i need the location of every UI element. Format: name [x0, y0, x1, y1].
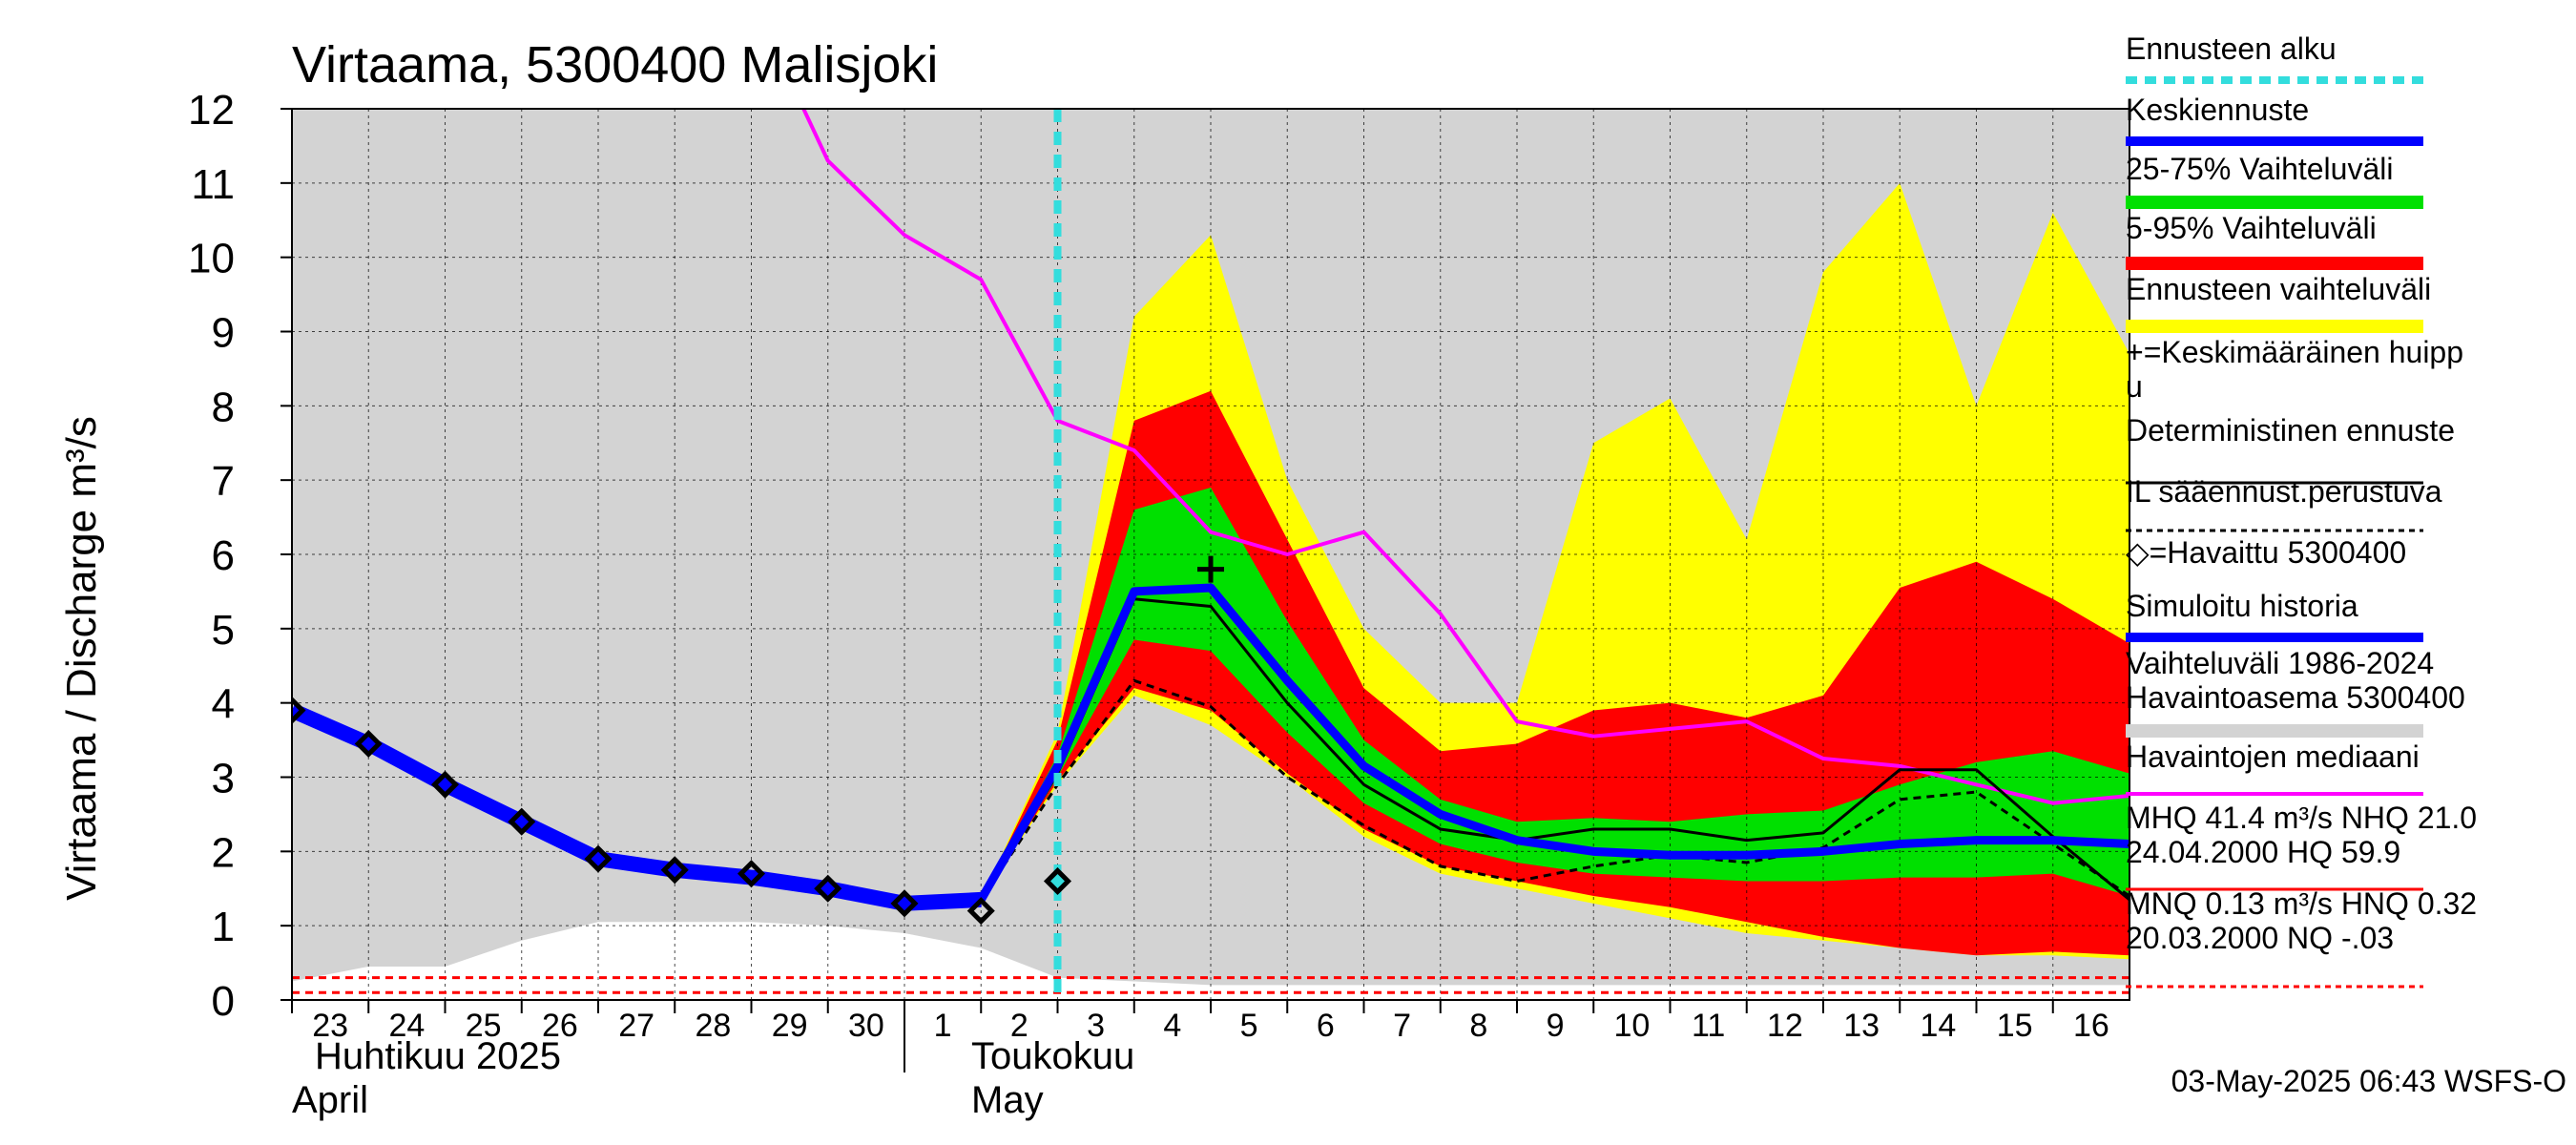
x-tick-label: 8	[1469, 1008, 1487, 1044]
x-tick-label: 29	[772, 1008, 808, 1044]
legend-entry-label: IL sääennust.perustuva	[2126, 474, 2442, 509]
legend-entry-label: MNQ 0.13 m³/s HNQ 0.32	[2126, 886, 2477, 921]
y-tick-label: 10	[188, 236, 235, 282]
y-tick-label: 8	[212, 384, 235, 430]
plot-area	[292, 109, 2129, 1000]
legend-swatch	[2126, 196, 2423, 209]
legend-swatch	[2126, 320, 2423, 333]
y-tick-label: 6	[212, 532, 235, 579]
month-label-april-en: April	[292, 1079, 368, 1121]
legend-entry-label: 25-75% Vaihteluväli	[2126, 152, 2393, 186]
p25-75-band	[981, 487, 2129, 900]
observed-point	[508, 807, 536, 836]
x-tick-label: 16	[2073, 1008, 2109, 1044]
legend-entry-label: MHQ 41.4 m³/s NHQ 21.0	[2126, 801, 2477, 835]
x-tick-label: 24	[388, 1008, 425, 1044]
legend-entry-label: 5-95% Vaihteluväli	[2126, 211, 2377, 245]
legend-entry-label-line2: u	[2126, 369, 2143, 404]
y-tick-label: 0	[212, 978, 235, 1025]
mean-forecast-line	[977, 583, 2129, 903]
observed-point	[1043, 866, 1072, 896]
x-tick-label: 6	[1317, 1008, 1335, 1044]
legend-entry-label-line2: 24.04.2000 HQ 59.9	[2126, 835, 2400, 869]
observed-point	[890, 889, 919, 918]
x-tick-label: 4	[1163, 1008, 1181, 1044]
x-tick-label: 27	[618, 1008, 654, 1044]
plot-clip-group	[292, 109, 2129, 1000]
observed-point	[430, 770, 460, 799]
legend-entry-label: Deterministinen ennuste	[2126, 413, 2455, 448]
x-tick-label: 23	[312, 1008, 348, 1044]
observed-point	[354, 729, 383, 759]
observed-point	[966, 897, 995, 926]
legend-entry-label-line2: Havaintoasema 5300400	[2126, 680, 2465, 715]
y-tick-label: 12	[188, 87, 235, 134]
y-tick-label: 1	[212, 904, 235, 950]
y-tick-label: 4	[212, 681, 235, 728]
chart-title: Virtaama, 5300400 Malisjoki	[292, 36, 938, 94]
median-observed-line	[801, 109, 2129, 805]
deterministic-forecast-line	[979, 597, 2129, 902]
legend-entry-label: ◇=Havaittu 5300400	[2126, 535, 2406, 570]
legend-entry-label: Keskiennuste	[2126, 93, 2309, 127]
x-tick-label: 10	[1613, 1008, 1650, 1044]
legend-swatch	[2126, 257, 2423, 270]
observed-point	[737, 860, 766, 888]
x-tick-label: 1	[934, 1008, 952, 1044]
legend-entry-label: Vaihteluväli 1986-2024	[2126, 646, 2434, 680]
y-tick-label: 2	[212, 829, 235, 876]
legend-entry-label: Simuloitu historia	[2126, 589, 2358, 623]
simulated-history-line	[292, 703, 982, 911]
x-tick-label: 3	[1087, 1008, 1105, 1044]
x-tick-label: 26	[542, 1008, 578, 1044]
observed-point	[814, 874, 842, 903]
x-tick-label: 11	[1692, 1008, 1725, 1044]
y-tick-label: 5	[212, 607, 235, 654]
y-tick-label: 7	[212, 458, 235, 505]
y-tick-label: 9	[212, 310, 235, 357]
x-tick-label: 25	[466, 1008, 502, 1044]
month-label-april-fi: Huhtikuu 2025	[315, 1035, 561, 1077]
legend-entry-label-line2: 20.03.2000 NQ -.03	[2126, 921, 2394, 955]
x-tick-label: 13	[1843, 1008, 1880, 1044]
x-tick-label: 15	[1997, 1008, 2033, 1044]
legend-entry-label: Havaintojen mediaani	[2126, 739, 2420, 774]
y-axis-label: Virtaama / Discharge m³/s	[58, 416, 105, 901]
observed-point	[292, 696, 306, 724]
legend-entry-label: +=Keskimääräinen huipp	[2126, 335, 2463, 369]
x-tick-label: 5	[1240, 1008, 1258, 1044]
x-tick-label: 2	[1010, 1008, 1028, 1044]
il-forecast-line	[980, 678, 2129, 901]
x-tick-label: 14	[1920, 1008, 1956, 1044]
legend-entry-label: Ennusteen alku	[2126, 31, 2337, 66]
x-tick-label: 30	[848, 1008, 884, 1044]
y-tick-label: 11	[191, 161, 235, 208]
observed-point	[584, 844, 613, 873]
x-tick-label: 7	[1393, 1008, 1411, 1044]
x-tick-label: 12	[1767, 1008, 1803, 1044]
month-label-may-fi: Toukokuu	[971, 1035, 1134, 1077]
footer-timestamp: 03-May-2025 06:43 WSFS-O	[2171, 1064, 2566, 1098]
x-tick-label: 28	[695, 1008, 731, 1044]
legend-entry-label: Ennusteen vaihteluväli	[2126, 272, 2431, 306]
y-tick-label: 3	[212, 756, 235, 802]
observed-point	[660, 856, 689, 885]
legend: Ennusteen alku Keskiennuste 25-75% Vaihtel…	[2126, 31, 2477, 989]
x-tick-label: 9	[1547, 1008, 1565, 1044]
month-label-may-en: May	[971, 1079, 1044, 1121]
legend-swatch	[2126, 724, 2423, 738]
mean-peak-marker	[1197, 555, 1224, 583]
